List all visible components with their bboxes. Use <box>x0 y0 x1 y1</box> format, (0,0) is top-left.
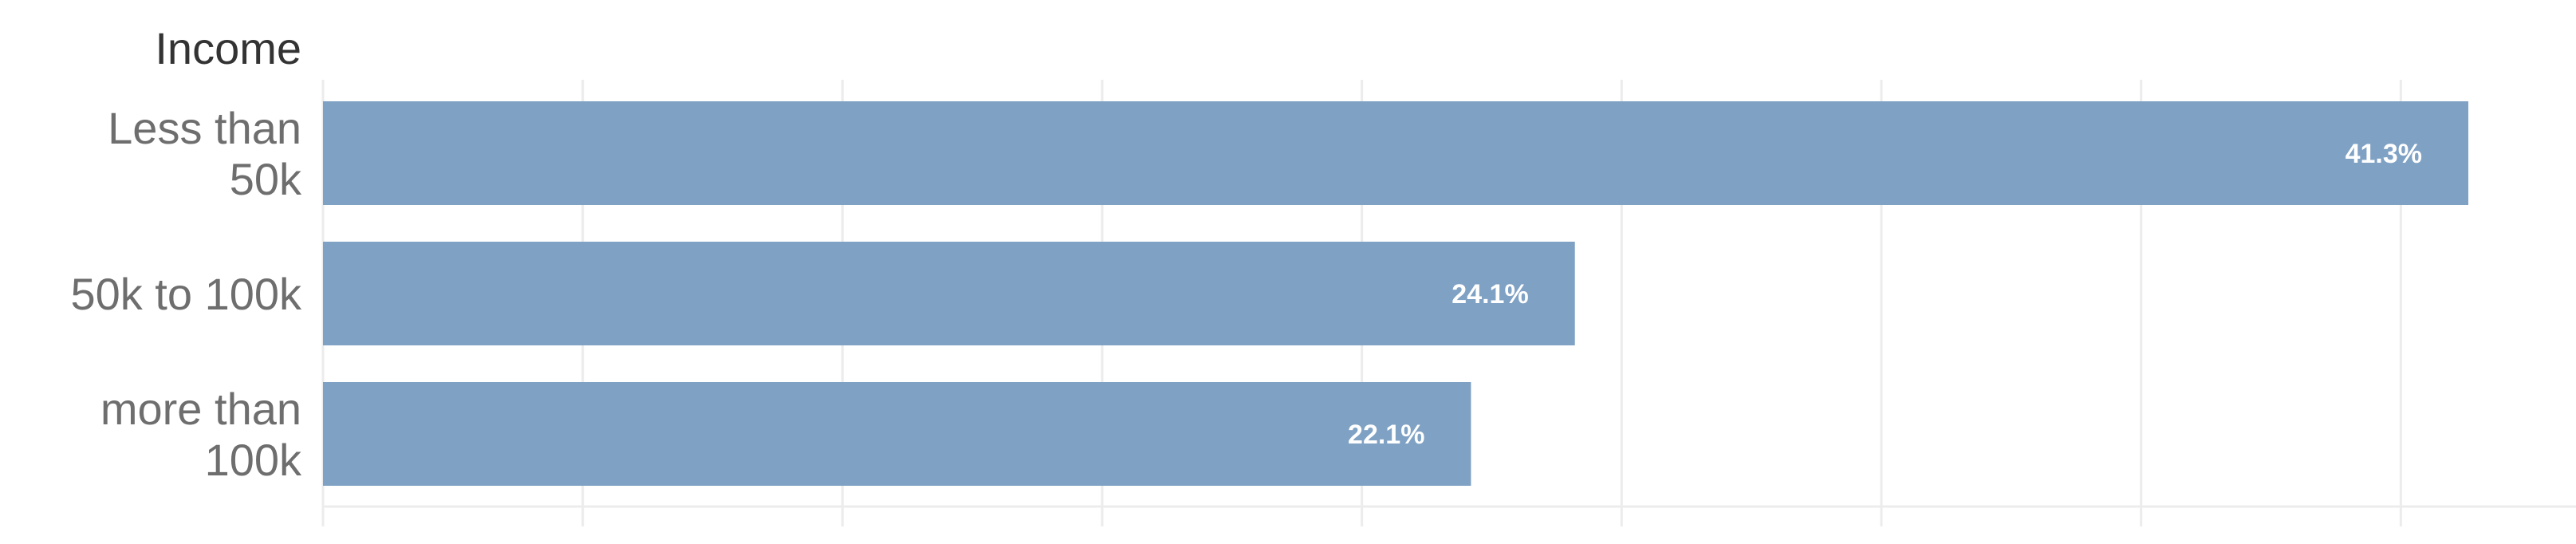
category-header: Income <box>155 23 301 73</box>
bars: 41.3% Less than 50k 24.1% 50k to 100k 22.1% mo… <box>70 101 2468 486</box>
category-label: more than 100k <box>100 384 302 485</box>
category-label: 50k to 100k <box>70 269 302 319</box>
data-label: 24.1% <box>1451 279 1528 309</box>
data-label: 41.3% <box>2346 139 2422 169</box>
bar[interactable] <box>323 101 2468 205</box>
bar[interactable] <box>323 382 1471 486</box>
data-label: 22.1% <box>1348 420 1424 450</box>
bar[interactable] <box>323 242 1575 345</box>
category-label: Less than 50k <box>108 103 302 204</box>
